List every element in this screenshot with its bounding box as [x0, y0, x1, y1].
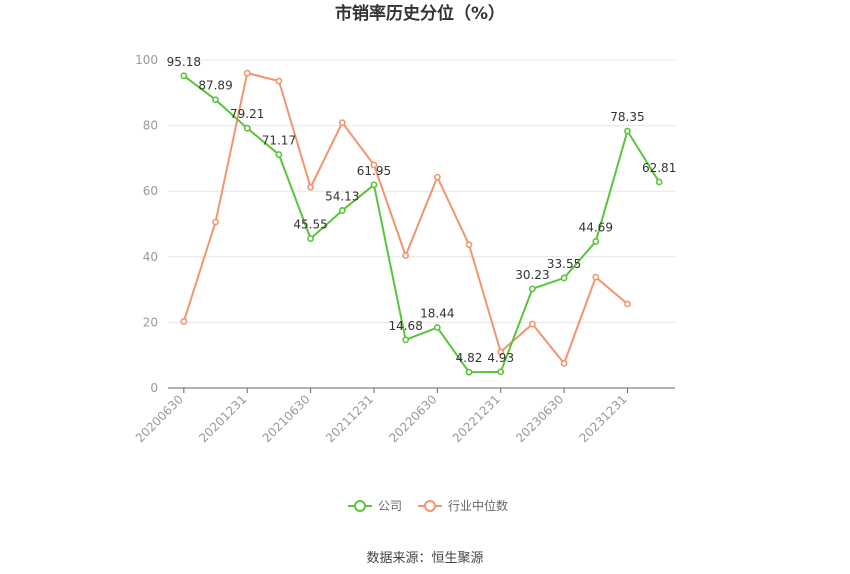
x-tick-label: 20211231 [323, 392, 376, 445]
data-point [592, 273, 600, 281]
data-point [402, 252, 410, 259]
series-line-公司 [183, 75, 661, 374]
x-axis: 20200630 20201231 20210630 20211231 20220630… [133, 387, 675, 445]
data-point [433, 173, 441, 181]
data-point [624, 300, 631, 308]
x-tick-label: 20220630 [386, 392, 439, 445]
data-point [560, 359, 568, 367]
data-point [624, 127, 631, 135]
data-label: 78.35 [610, 110, 644, 124]
x-tick-label: 20210630 [260, 392, 313, 445]
series-layer [180, 69, 663, 376]
data-point [180, 318, 188, 325]
data-point [560, 274, 568, 282]
x-tick-label: 20200630 [133, 392, 186, 445]
y-tick-label: 20 [143, 315, 158, 329]
data-point [338, 207, 346, 214]
data-point [338, 119, 346, 127]
legend: 公司 行业中位数 [348, 498, 508, 513]
y-axis: 0 20 40 60 80 100 [135, 53, 158, 395]
data-point [592, 238, 600, 245]
y-tick-label: 100 [135, 53, 158, 67]
data-point [529, 285, 536, 293]
data-point [465, 368, 473, 376]
data-point [370, 161, 378, 169]
data-point [212, 218, 219, 226]
x-tick-label: 20201231 [196, 392, 249, 445]
data-label: 33.55 [547, 257, 581, 271]
legend-label: 行业中位数 [448, 498, 508, 513]
x-tick-label: 20230630 [513, 392, 566, 445]
data-point [275, 151, 283, 158]
data-label: 61.95 [357, 164, 391, 178]
data-point [243, 124, 251, 132]
source-note: 数据来源：恒生聚源 [366, 551, 483, 566]
x-tick-label: 20221231 [450, 392, 503, 445]
data-point [370, 181, 378, 189]
data-point [497, 348, 505, 356]
data-label: 71.17 [262, 134, 296, 148]
data-label: 14.68 [388, 319, 422, 333]
data-point [180, 72, 188, 80]
data-point [275, 77, 283, 85]
chart-title: 市销率历史分位（%） [335, 3, 505, 24]
data-point [433, 324, 441, 331]
data-point [529, 320, 536, 328]
y-tick-label: 40 [143, 250, 158, 264]
y-tick-label: 80 [143, 119, 158, 133]
data-label: 44.69 [579, 220, 613, 234]
data-labels: 95.18 87.89 79.21 71.17 45.55 54.13 61.95 14.68… [167, 55, 677, 365]
data-label: 4.93 [487, 351, 514, 365]
y-tick-label: 0 [150, 381, 158, 395]
legend-marker [424, 500, 436, 512]
data-point [212, 96, 219, 104]
data-label: 95.18 [167, 55, 201, 69]
data-point [307, 183, 314, 191]
data-label: 45.55 [293, 218, 327, 232]
data-label: 79.21 [230, 107, 264, 121]
data-label: 4.82 [456, 351, 483, 365]
data-point [307, 235, 314, 242]
data-label: 18.44 [420, 307, 454, 321]
legend-label: 公司 [378, 499, 402, 513]
data-point [655, 178, 663, 186]
grid-lines [168, 59, 675, 323]
data-point [465, 241, 473, 249]
data-point [243, 69, 251, 77]
legend-marker [354, 500, 366, 512]
y-tick-label: 60 [143, 184, 158, 198]
data-label: 62.81 [642, 161, 676, 175]
data-point [497, 368, 505, 376]
data-label: 30.23 [515, 268, 549, 282]
x-tick-label: 20231231 [577, 392, 630, 445]
data-label: 54.13 [325, 189, 359, 203]
data-label: 87.89 [198, 79, 232, 93]
data-point [402, 336, 410, 344]
